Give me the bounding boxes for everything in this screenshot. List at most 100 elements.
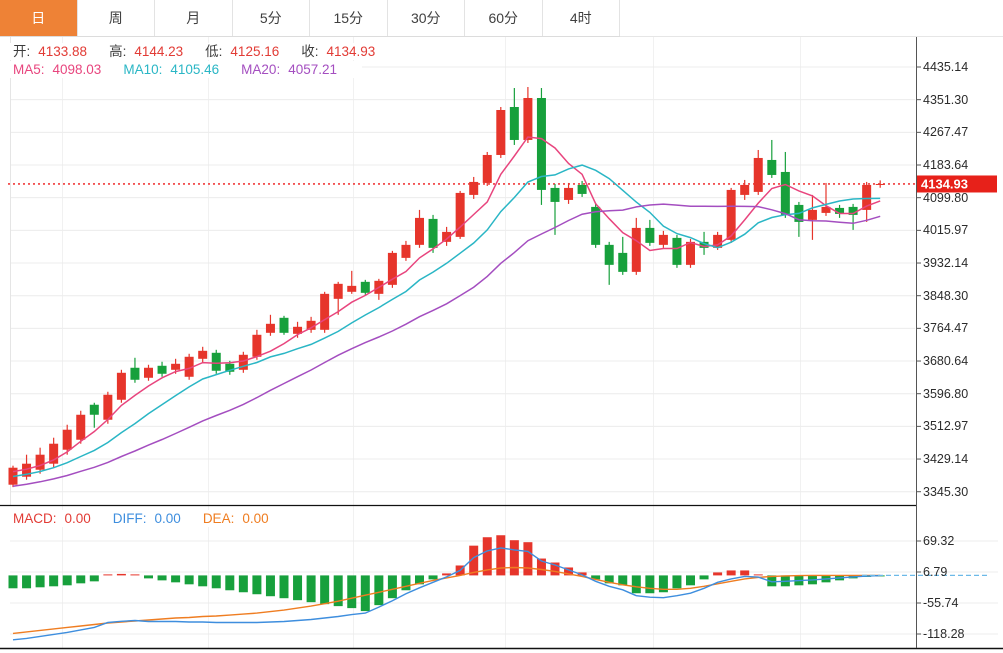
macd-bar	[767, 575, 777, 587]
candle-body	[387, 252, 397, 285]
ohlc-readout: 开: 4133.88 高: 4144.23 低: 4125.16 收: 4134.93	[10, 43, 401, 60]
ma20-line	[12, 203, 881, 487]
candle-body	[550, 187, 560, 202]
candle-body	[62, 429, 72, 450]
candle-body	[509, 106, 519, 140]
macd-bar	[211, 575, 221, 589]
tab-日[interactable]: 日	[0, 0, 78, 36]
readout-label: DIFF:	[112, 511, 147, 526]
macd-bar	[279, 575, 289, 599]
macd-bar	[428, 575, 438, 580]
readout-value: 4105.46	[170, 62, 220, 77]
macd-bar	[347, 575, 357, 609]
macd-tick-label: -55.74	[923, 596, 959, 610]
macd-bar	[306, 575, 316, 603]
tab-4时[interactable]: 4时	[543, 0, 620, 36]
tab-周[interactable]: 周	[78, 0, 155, 36]
candle-body	[306, 320, 316, 330]
candle-body	[536, 97, 546, 190]
candle-body	[130, 367, 140, 380]
macd-bar	[360, 575, 370, 612]
tab-5分[interactable]: 5分	[233, 0, 310, 36]
candle-body	[780, 171, 790, 215]
tab-月[interactable]: 月	[155, 0, 233, 36]
price-tick-label: 3680.64	[923, 354, 969, 369]
macd-bar	[753, 574, 763, 576]
macd-bar	[442, 573, 452, 576]
candle-body	[320, 293, 330, 330]
macd-bar	[401, 575, 411, 591]
tabbar-filler	[620, 0, 1003, 37]
readout-value: 0.00	[242, 511, 269, 526]
macd-bar	[8, 575, 18, 589]
candle-body	[564, 187, 574, 200]
candle-body	[211, 352, 221, 371]
dea-line	[12, 566, 881, 635]
macd-bar	[415, 575, 424, 585]
macd-bar	[144, 575, 153, 579]
candle-body	[265, 323, 275, 333]
macd-bar	[374, 575, 384, 606]
readout-label: MA20:	[241, 62, 281, 77]
candle-body	[333, 283, 343, 299]
macd-bar	[76, 575, 86, 584]
candle-body	[591, 206, 601, 245]
readout-value: 4133.88	[38, 44, 88, 59]
macd-bar	[726, 570, 736, 576]
tab-15分[interactable]: 15分	[310, 0, 388, 36]
readout-value: 4057.21	[288, 62, 338, 77]
candle-body	[482, 154, 492, 183]
macd-bar	[62, 575, 72, 586]
readout-label: DEA:	[202, 511, 235, 526]
macd-bar	[49, 575, 59, 587]
candle-body	[604, 244, 614, 265]
readout-value: 0.00	[64, 511, 91, 526]
candle-body	[658, 234, 668, 245]
macd-bar	[564, 567, 574, 576]
macd-bar	[604, 575, 614, 584]
price-tick-label: 3764.47	[923, 321, 969, 336]
price-tick-label: 3932.14	[923, 256, 969, 271]
tab-30分[interactable]: 30分	[388, 0, 465, 36]
candle-body	[767, 159, 777, 175]
macd-bar	[293, 575, 303, 601]
candle-body	[35, 454, 45, 470]
macd-bar	[130, 574, 140, 576]
price-tick-label: 4267.47	[923, 125, 969, 140]
candle-body	[740, 184, 750, 195]
readout-label: 收:	[301, 44, 319, 59]
candle-body	[279, 317, 289, 333]
candle-body	[631, 227, 641, 272]
macd-bar	[35, 575, 45, 588]
macd-bar	[645, 575, 655, 594]
macd-bar	[469, 545, 479, 576]
macd-bar	[550, 562, 560, 576]
readout-value: 4134.93	[326, 44, 376, 59]
candle-body	[103, 394, 113, 420]
candle-body	[726, 189, 736, 240]
candle-body	[415, 217, 424, 245]
readout-value: 0.00	[154, 511, 181, 526]
macd-bar	[265, 575, 275, 597]
candle-body	[862, 184, 872, 210]
macd-bar	[198, 575, 208, 587]
candle-body	[753, 157, 763, 192]
candle-body	[22, 463, 32, 477]
readout-label: 开:	[13, 44, 31, 59]
macd-bar	[103, 574, 113, 576]
candle-body	[401, 244, 411, 258]
tab-60分[interactable]: 60分	[465, 0, 543, 36]
candle-body	[144, 367, 153, 378]
candle-body	[672, 237, 682, 265]
macd-bar	[89, 575, 99, 582]
macd-bar	[225, 575, 235, 591]
macd-tick-label: -118.28	[923, 627, 965, 641]
macd-bar	[618, 575, 628, 586]
macd-bar	[320, 575, 330, 605]
candle-body	[618, 252, 628, 272]
current-price-label: 4134.93	[921, 176, 968, 191]
candle-body	[645, 227, 655, 243]
macd-bar	[577, 572, 587, 576]
